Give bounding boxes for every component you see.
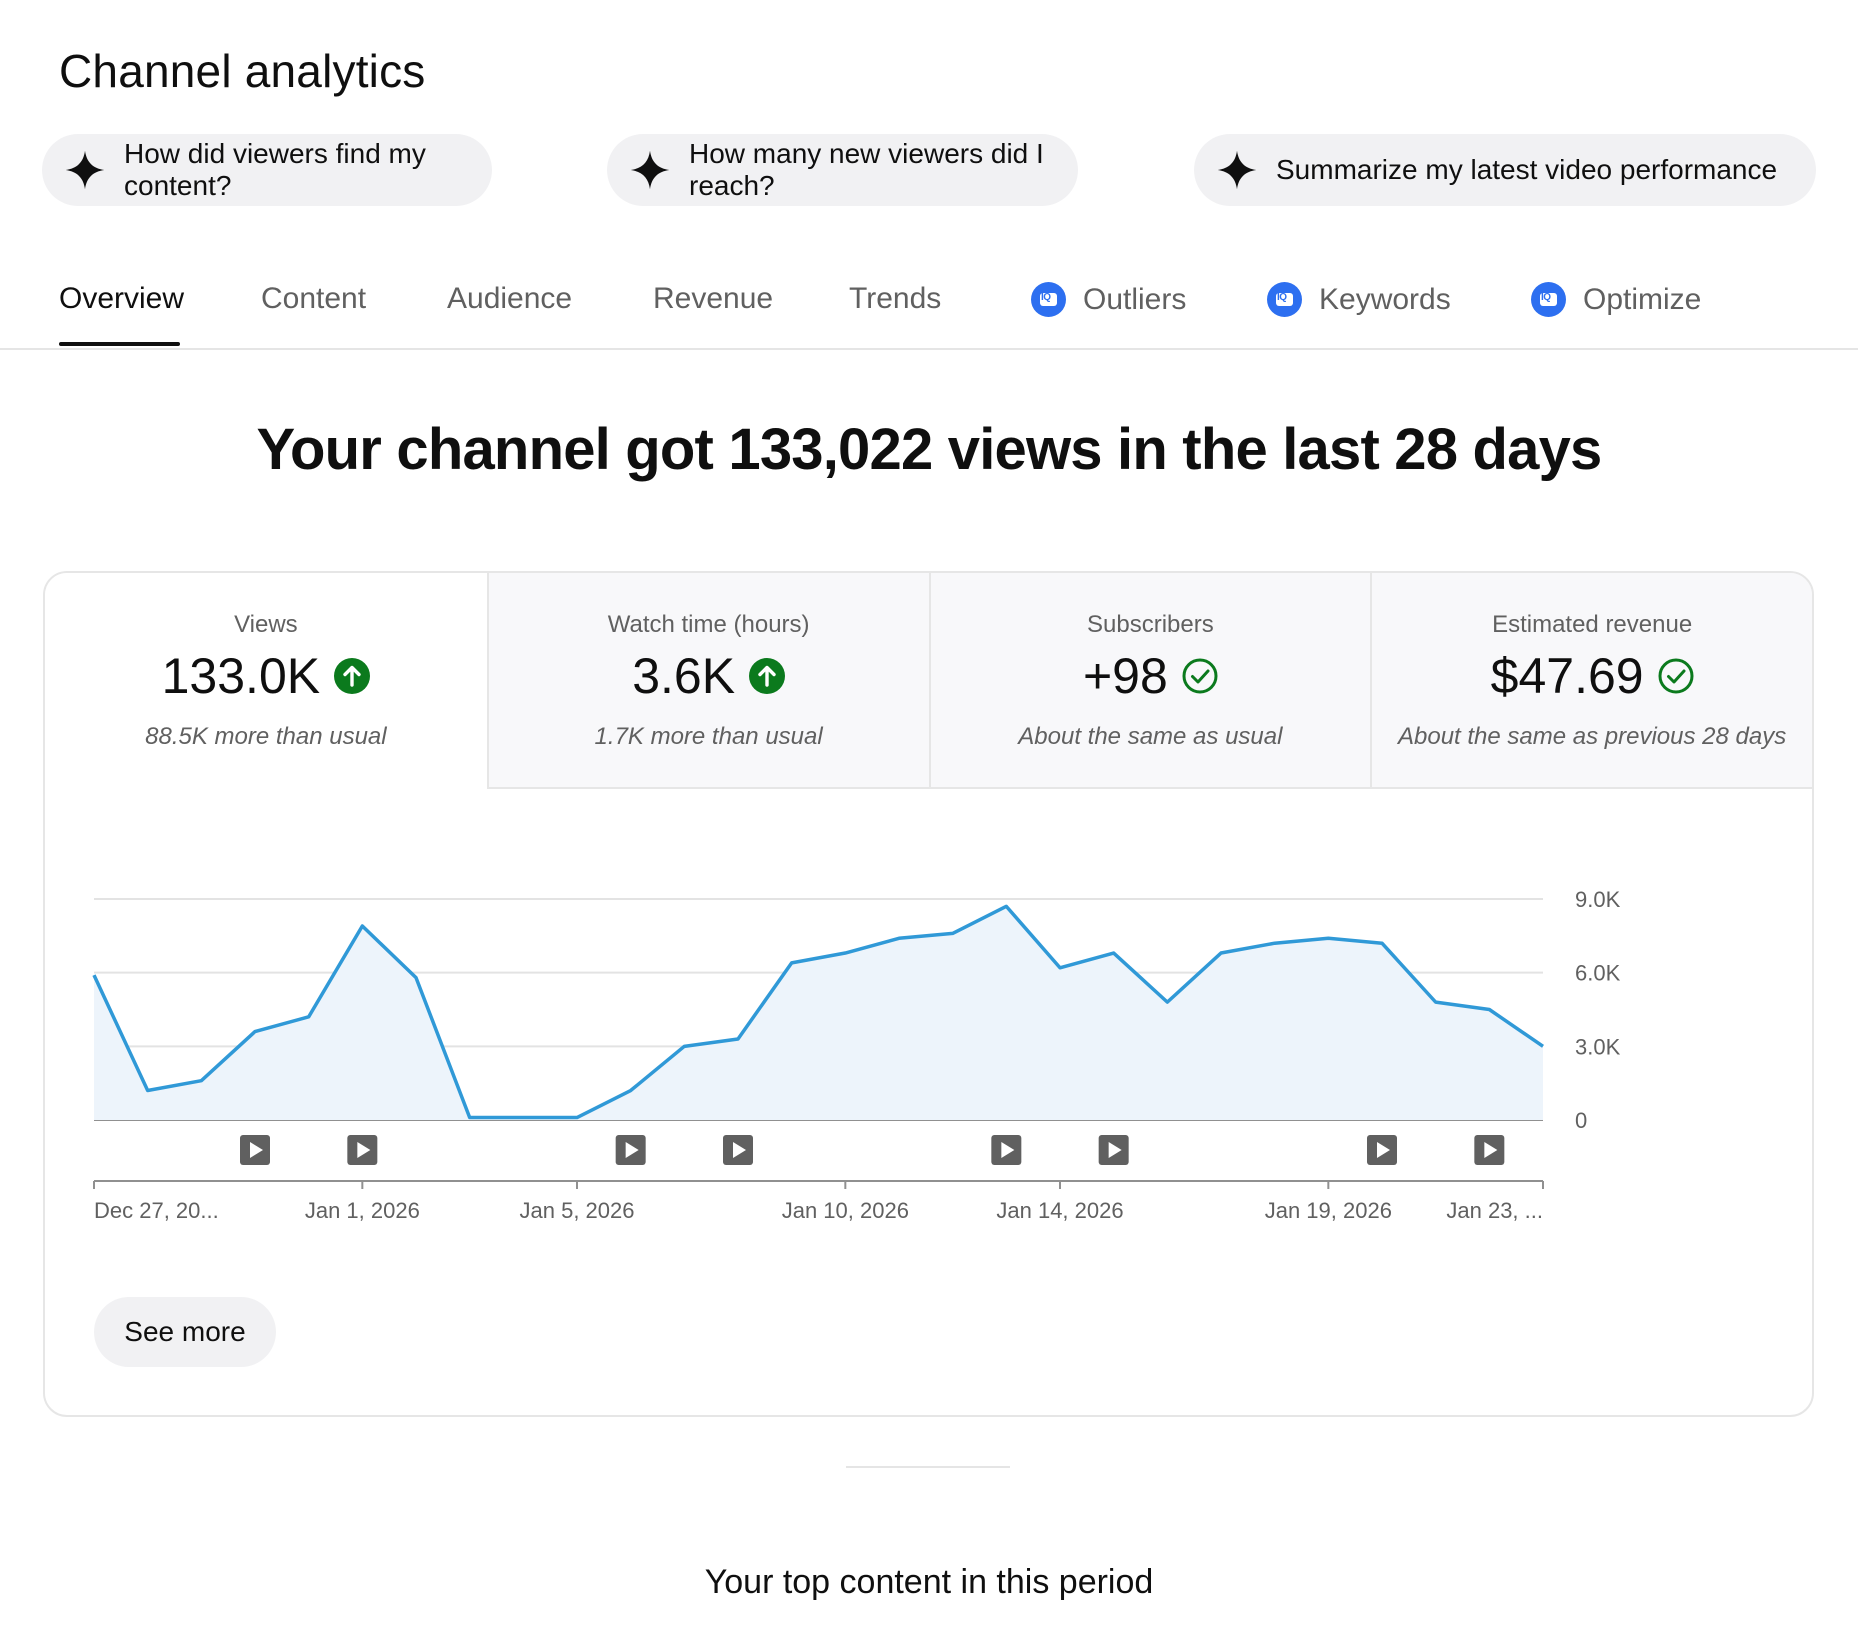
metric-label: Views — [234, 611, 298, 638]
vidiq-icon: IQ — [1531, 282, 1566, 317]
metric-value: 3.6K — [632, 648, 736, 704]
metric-label: Estimated revenue — [1492, 611, 1693, 638]
chip-label: How did viewers find my content? — [124, 138, 426, 201]
check-circle-icon — [1658, 658, 1694, 694]
video-marker-icon[interactable] — [347, 1135, 378, 1165]
metric-label: Watch time (hours) — [607, 611, 810, 638]
views-chart: 9.0K 6.0K 3.0K 0 Dec 27, 20... Jan 1, 2026 Jan… — [92, 887, 1621, 1223]
metric-value: +98 — [1082, 648, 1168, 704]
suggestion-chip-summarize[interactable]: Summarize my latest video performance — [1194, 134, 1816, 206]
section-divider — [846, 1466, 1010, 1468]
sparkle-icon — [1217, 150, 1257, 190]
y-tick-label: 0 — [1575, 1108, 1587, 1133]
tab-trends[interactable]: Trends — [849, 282, 941, 316]
tab-optimize[interactable]: IQ Optimize — [1531, 282, 1701, 317]
x-tick-label: Dec 27, 20... — [94, 1198, 219, 1223]
video-marker-icon[interactable] — [1098, 1135, 1129, 1165]
tab-label: Revenue — [653, 282, 774, 315]
top-content-title: Your top content in this period — [704, 1563, 1154, 1601]
suggestion-chip-new-viewers[interactable]: How many new viewers did I reach? — [607, 134, 1078, 206]
tab-label: Trends — [849, 282, 942, 315]
metric-watch-time[interactable]: Watch time (hours) 3.6K 1.7K more than u… — [486, 573, 929, 789]
x-tick-label: Jan 10, 2026 — [782, 1198, 909, 1223]
tab-content[interactable]: Content — [261, 282, 366, 316]
tab-bar: Overview Content Audience Revenue Trends… — [0, 260, 1858, 350]
metric-value: $47.69 — [1490, 648, 1644, 704]
metric-subscribers[interactable]: Subscribers +98 About the same as usual — [928, 573, 1371, 789]
metric-revenue[interactable]: Estimated revenue $47.69 About the same … — [1370, 573, 1812, 789]
iq-badge-text: IQ — [1541, 292, 1551, 303]
chip-label: Summarize my latest video performance — [1276, 154, 1778, 185]
metric-value: 133.0K — [161, 648, 321, 704]
tab-label: Overview — [59, 282, 185, 315]
tab-label: Outliers — [1083, 282, 1187, 316]
arrow-up-circle-icon — [334, 658, 371, 694]
views-area — [94, 906, 1543, 1120]
tab-label: Audience — [447, 282, 573, 315]
x-tick-label: Jan 5, 2026 — [520, 1198, 635, 1223]
video-marker-icon[interactable] — [723, 1135, 753, 1165]
tab-audience[interactable]: Audience — [447, 282, 572, 316]
tab-revenue[interactable]: Revenue — [653, 282, 773, 316]
vidiq-icon: IQ — [1031, 282, 1066, 317]
metric-note: 1.7K more than usual — [594, 723, 823, 750]
metric-views[interactable]: Views 133.0K 88.5K more than usual — [45, 573, 487, 789]
chip-label: How many new viewers did I reach? — [689, 138, 1044, 201]
metric-tabs: Views 133.0K 88.5K more than usual Watch… — [45, 573, 1812, 789]
sparkle-icon — [65, 150, 105, 190]
video-marker-icon[interactable] — [1367, 1135, 1397, 1165]
views-line — [92, 904, 1544, 1120]
overview-card: Views 133.0K 88.5K more than usual Watch… — [43, 571, 1814, 1417]
tab-label: Optimize — [1583, 282, 1702, 316]
metric-note: About the same as usual — [1018, 723, 1283, 750]
metric-note: 88.5K more than usual — [145, 723, 387, 750]
tab-label: Keywords — [1319, 282, 1451, 316]
arrow-up-circle-icon — [749, 658, 786, 694]
tab-label: Content — [261, 282, 367, 315]
see-more-button[interactable]: See more — [94, 1297, 276, 1367]
iq-badge-text: IQ — [1041, 292, 1051, 303]
sparkle-icon — [630, 150, 670, 190]
tab-overview[interactable]: Overview — [59, 282, 184, 316]
active-tab-indicator — [59, 342, 180, 346]
iq-badge-text: IQ — [1277, 292, 1287, 303]
vidiq-icon: IQ — [1267, 282, 1302, 317]
tab-outliers[interactable]: IQ Outliers — [1031, 282, 1186, 317]
x-tick-label: Jan 19, 2026 — [1265, 1198, 1392, 1223]
x-tick-label: Jan 1, 2026 — [305, 1198, 420, 1223]
tab-keywords[interactable]: IQ Keywords — [1267, 282, 1451, 317]
x-tick-label: Jan 14, 2026 — [996, 1198, 1123, 1223]
x-tick-label: Jan 23, ... — [1446, 1198, 1543, 1223]
suggestion-chip-viewers-find[interactable]: How did viewers find my content? — [42, 134, 492, 206]
page-title: Channel analytics — [59, 45, 426, 97]
y-tick-label: 6.0K — [1575, 961, 1621, 986]
check-circle-icon — [1182, 658, 1218, 694]
video-marker-icon[interactable] — [240, 1135, 270, 1165]
video-marker-icon[interactable] — [1474, 1135, 1505, 1165]
metric-note: About the same as previous 28 days — [1398, 723, 1787, 750]
y-tick-label: 9.0K — [1575, 887, 1621, 912]
views-headline: Your channel got 133,022 views in the la… — [256, 417, 1602, 482]
video-marker-icon[interactable] — [991, 1135, 1022, 1165]
metric-label: Subscribers — [1087, 611, 1214, 638]
suggestion-chips: How did viewers find my content? How man… — [42, 134, 1816, 206]
video-marker-icon[interactable] — [615, 1135, 646, 1165]
y-tick-label: 3.0K — [1575, 1034, 1621, 1059]
